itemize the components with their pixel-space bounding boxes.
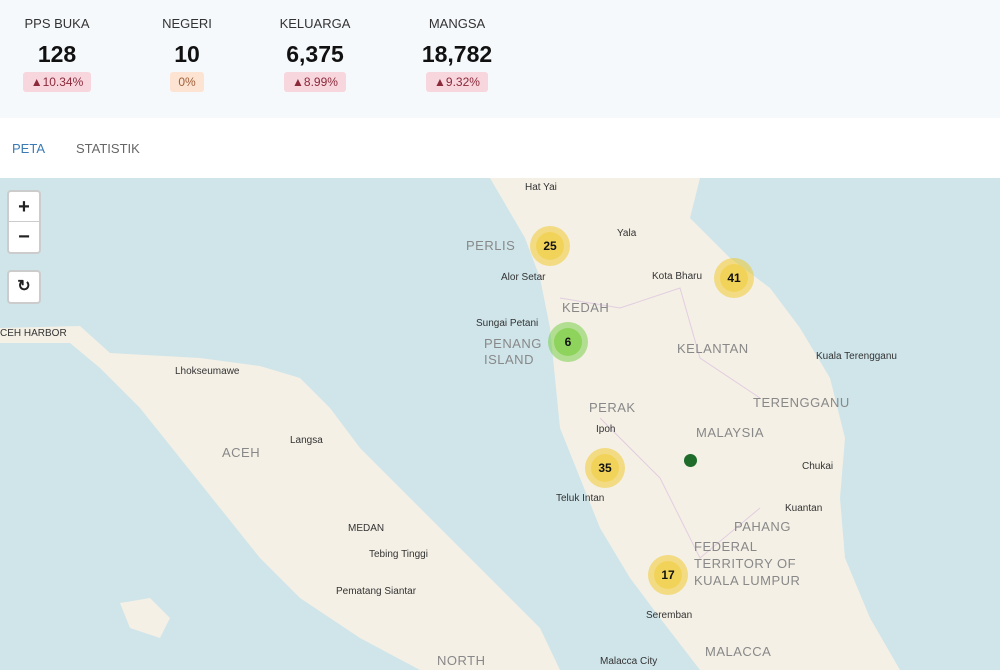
- region-label: FEDERAL TERRITORY OF KUALA LUMPUR: [694, 539, 801, 588]
- city-label: Ipoh: [596, 424, 616, 435]
- cluster-count: 35: [591, 454, 619, 482]
- region-label: ACEH: [222, 445, 261, 460]
- cluster-marker[interactable]: 17: [648, 555, 688, 595]
- city-label: Alor Setar: [501, 272, 546, 283]
- reset-view-button[interactable]: ↻: [17, 278, 31, 295]
- city-label: MEDAN: [348, 523, 385, 534]
- city-label: Tebing Tinggi: [369, 549, 428, 560]
- region-label: TERENGGANU: [753, 395, 850, 410]
- reset-view-control: ↻: [7, 270, 41, 304]
- city-label: Kota Bharu: [652, 271, 703, 282]
- stats-bar: PPS BUKA 128 ▲10.34% NEGERI 10 0% KELUAR…: [0, 0, 1000, 118]
- map-basemap: [0, 178, 900, 670]
- city-label: Yala: [617, 228, 637, 239]
- stat-label: PPS BUKA: [24, 16, 90, 31]
- stat-value: 6,375: [286, 41, 344, 67]
- stat-change-badge: ▲10.34%: [22, 72, 92, 92]
- cluster-marker[interactable]: 25: [530, 226, 570, 266]
- stat-label: NEGERI: [162, 16, 212, 31]
- cluster-count: 17: [654, 561, 682, 589]
- region-label: PERLIS: [466, 238, 516, 253]
- region-label: MALAYSIA: [696, 425, 765, 440]
- cluster-marker[interactable]: 41: [714, 258, 754, 298]
- city-label: Malacca City: [600, 656, 658, 667]
- stat-keluarga: KELUARGA 6,375 ▲8.99%: [255, 16, 375, 92]
- stat-value: 10: [174, 41, 200, 67]
- city-label: Chukai: [802, 461, 834, 472]
- stat-change-badge: ▲9.32%: [426, 72, 488, 92]
- stat-label: KELUARGA: [279, 16, 351, 31]
- stat-mangsa: MANGSA 18,782 ▲9.32%: [397, 16, 517, 92]
- stat-negeri: NEGERI 10 0%: [127, 16, 247, 92]
- state-border: [559, 287, 761, 559]
- cluster-count: 41: [720, 264, 748, 292]
- city-label: Pematang Siantar: [336, 586, 417, 597]
- region-label: PAHANG: [734, 519, 791, 534]
- land-island: [120, 598, 170, 638]
- zoom-in-button[interactable]: +: [9, 192, 39, 222]
- city-label: Langsa: [290, 435, 323, 446]
- city-label: Hat Yai: [525, 182, 557, 193]
- land-sumatra: [0, 326, 560, 670]
- tab-statistik[interactable]: STATISTIK: [76, 141, 140, 156]
- map[interactable]: + − ↻ Hat Yai Yala Alor Setar Kota Bharu…: [0, 178, 1000, 670]
- cluster-marker[interactable]: 6: [548, 322, 588, 362]
- city-label: CEH HARBOR: [0, 328, 67, 339]
- land-peninsula: [490, 178, 900, 670]
- stat-value: 18,782: [421, 41, 493, 67]
- region-label: NORTH: [437, 653, 486, 668]
- region-label: KELANTAN: [677, 341, 749, 356]
- cluster-marker[interactable]: 35: [585, 448, 625, 488]
- cluster-count: 6: [554, 328, 582, 356]
- stat-pps-buka: PPS BUKA 128 ▲10.34%: [0, 16, 117, 92]
- stat-value: 128: [37, 41, 77, 67]
- tab-bar: PETA STATISTIK: [0, 118, 1000, 178]
- region-label: MALACCA: [705, 644, 772, 659]
- city-label: Sungai Petani: [476, 318, 539, 329]
- city-label: Kuantan: [785, 503, 823, 514]
- city-label: Kuala Terengganu: [816, 351, 897, 362]
- region-label: KEDAH: [562, 300, 610, 315]
- city-label: Lhokseumawe: [175, 366, 240, 377]
- tab-peta[interactable]: PETA: [12, 141, 45, 156]
- region-label: PERAK: [589, 400, 636, 415]
- location-marker[interactable]: [684, 454, 697, 467]
- city-label: Seremban: [646, 610, 693, 621]
- cluster-count: 25: [536, 232, 564, 260]
- region-label: PENANG ISLAND: [484, 336, 542, 367]
- zoom-control: + −: [7, 190, 41, 254]
- zoom-out-button[interactable]: −: [18, 226, 30, 248]
- stat-label: MANGSA: [428, 16, 486, 31]
- stat-change-badge: 0%: [170, 72, 204, 92]
- city-label: Teluk Intan: [556, 493, 605, 504]
- stat-change-badge: ▲8.99%: [284, 72, 346, 92]
